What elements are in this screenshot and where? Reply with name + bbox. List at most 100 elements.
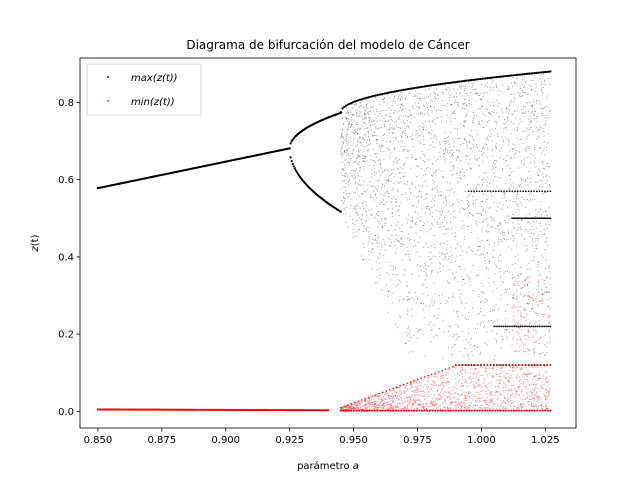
data-point xyxy=(372,403,374,406)
data-point xyxy=(525,367,527,369)
data-point xyxy=(447,409,450,412)
data-point xyxy=(463,307,465,309)
data-point xyxy=(358,214,360,216)
data-point xyxy=(522,131,524,133)
data-point xyxy=(498,309,500,311)
data-point xyxy=(389,395,391,397)
data-point xyxy=(505,364,508,366)
data-point xyxy=(370,396,373,398)
data-point xyxy=(511,263,513,266)
data-point xyxy=(446,189,448,191)
data-point xyxy=(505,109,508,111)
data-point xyxy=(359,403,361,405)
data-point xyxy=(377,395,379,397)
data-point xyxy=(374,407,376,409)
data-point xyxy=(488,244,490,246)
data-point xyxy=(511,248,513,250)
data-point xyxy=(476,377,478,379)
data-point xyxy=(479,77,482,81)
data-point xyxy=(540,217,543,220)
data-point xyxy=(506,408,508,410)
data-point xyxy=(409,188,411,190)
data-point xyxy=(341,107,344,110)
data-point xyxy=(510,400,512,402)
data-point xyxy=(364,400,366,402)
data-point xyxy=(467,376,470,379)
data-point xyxy=(535,247,537,249)
data-point xyxy=(502,382,505,384)
data-point xyxy=(518,407,520,409)
data-point xyxy=(387,396,389,399)
data-point xyxy=(512,143,514,145)
data-point xyxy=(379,119,381,121)
data-point xyxy=(466,146,468,148)
data-point xyxy=(342,406,344,408)
data-point xyxy=(348,121,350,123)
data-point xyxy=(526,102,529,104)
data-point xyxy=(518,364,520,366)
data-point xyxy=(415,381,417,383)
data-point xyxy=(482,126,484,129)
data-point xyxy=(403,298,405,300)
data-point xyxy=(397,387,400,389)
data-point xyxy=(521,406,523,409)
data-point xyxy=(436,397,438,400)
data-point xyxy=(534,250,536,252)
data-point xyxy=(493,167,495,169)
data-point xyxy=(345,138,347,140)
data-point xyxy=(260,408,264,412)
data-point xyxy=(439,384,442,386)
data-point xyxy=(480,390,482,393)
data-point xyxy=(497,385,500,387)
data-point xyxy=(519,93,521,95)
data-point xyxy=(162,408,165,411)
data-point xyxy=(422,160,424,162)
data-point xyxy=(547,405,549,407)
data-point xyxy=(353,192,355,194)
data-point xyxy=(486,390,488,392)
data-point xyxy=(383,117,385,120)
data-point xyxy=(533,234,535,236)
data-point xyxy=(457,376,459,378)
data-point xyxy=(375,408,377,410)
data-point xyxy=(532,406,534,408)
data-point xyxy=(401,408,404,410)
data-point xyxy=(386,190,389,192)
data-point xyxy=(374,234,377,237)
data-point xyxy=(521,403,524,405)
data-point xyxy=(374,97,376,99)
data-point xyxy=(343,170,345,172)
data-point xyxy=(515,201,517,203)
data-point xyxy=(442,175,444,178)
data-point xyxy=(344,175,346,178)
data-point xyxy=(398,386,400,388)
data-point xyxy=(410,114,412,117)
data-point xyxy=(401,135,403,137)
data-point xyxy=(431,188,434,190)
data-point xyxy=(430,126,432,128)
data-point xyxy=(544,396,546,398)
data-point xyxy=(478,190,481,193)
data-point xyxy=(519,73,522,76)
data-point xyxy=(398,398,400,401)
data-point xyxy=(416,158,418,160)
data-point xyxy=(404,172,406,174)
data-point xyxy=(303,409,307,412)
data-point xyxy=(509,188,511,190)
data-point xyxy=(413,299,415,301)
data-point xyxy=(477,384,479,387)
data-point xyxy=(483,407,485,409)
data-point xyxy=(294,169,297,172)
data-point xyxy=(426,404,428,406)
data-point xyxy=(484,259,486,261)
data-point xyxy=(427,265,429,267)
data-point xyxy=(437,389,439,391)
data-point xyxy=(420,328,422,330)
data-point xyxy=(366,127,369,129)
data-point xyxy=(407,310,409,312)
data-point xyxy=(392,100,394,103)
data-point xyxy=(540,288,543,291)
data-point xyxy=(396,406,398,409)
data-point xyxy=(444,161,446,163)
data-point xyxy=(485,230,487,232)
